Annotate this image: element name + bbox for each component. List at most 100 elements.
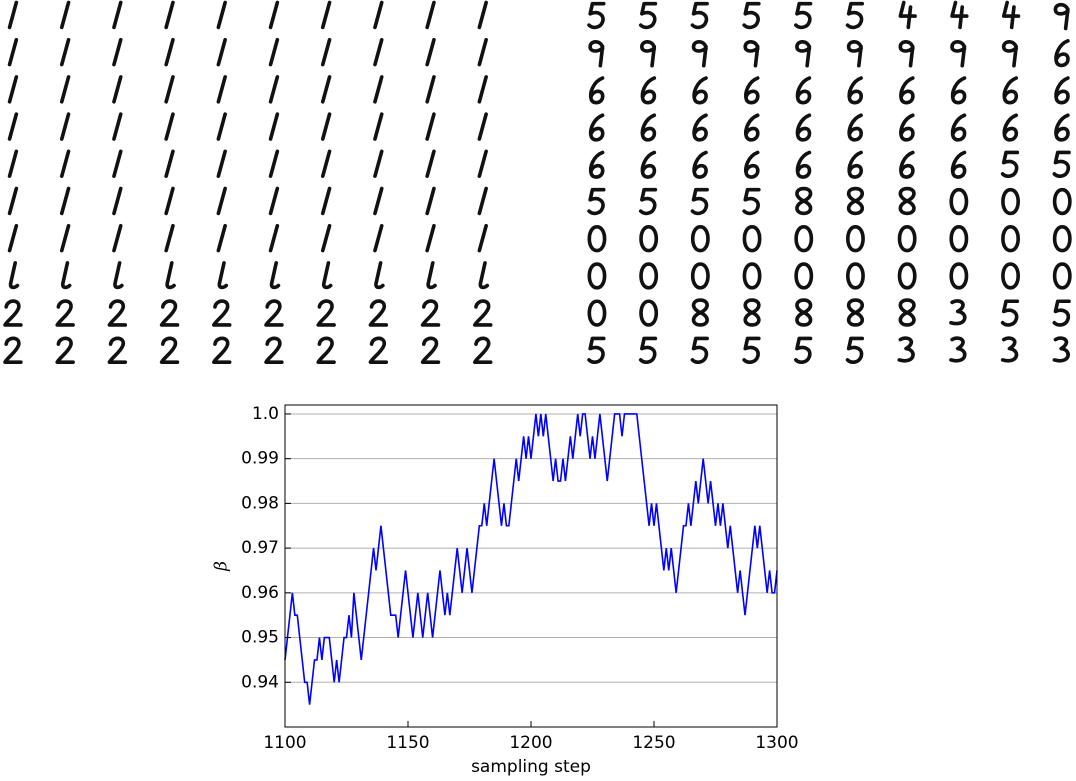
digit-image bbox=[746, 115, 758, 140]
digit-image bbox=[218, 3, 225, 28]
sample-grids bbox=[5, 3, 1070, 363]
digit-image bbox=[798, 78, 810, 103]
digit-image bbox=[11, 263, 18, 287]
digit-image bbox=[375, 151, 382, 176]
digit-image bbox=[951, 338, 965, 361]
digit-image bbox=[271, 226, 278, 251]
figure: sampling step β 0.940.950.960.970.980.99… bbox=[0, 0, 1076, 781]
digit-image bbox=[901, 78, 913, 103]
digit-image bbox=[479, 189, 486, 214]
digit-image bbox=[1003, 264, 1018, 288]
digit-image bbox=[849, 115, 861, 140]
digit-image bbox=[589, 301, 604, 325]
digit-image bbox=[1055, 5, 1067, 29]
digit-image bbox=[109, 338, 125, 362]
digit-image bbox=[796, 264, 811, 288]
digit-image bbox=[480, 263, 487, 287]
digit-image bbox=[693, 227, 708, 251]
x-tick-label: 1100 bbox=[263, 733, 306, 753]
digit-image bbox=[746, 78, 758, 103]
digit-image bbox=[692, 338, 707, 362]
x-tick-label: 1200 bbox=[509, 733, 552, 753]
digit-image bbox=[797, 189, 811, 214]
digit-image bbox=[114, 189, 121, 214]
digit-image bbox=[375, 40, 382, 65]
y-tick-label: 0.96 bbox=[241, 583, 279, 603]
digit-image bbox=[114, 151, 121, 176]
digit-image bbox=[641, 338, 656, 362]
digit-image bbox=[848, 227, 863, 251]
digit-image bbox=[109, 301, 125, 325]
digit-image bbox=[427, 77, 434, 102]
digit-image bbox=[323, 226, 330, 251]
digit-image bbox=[900, 3, 915, 28]
digit-image bbox=[10, 114, 17, 139]
digit-image bbox=[271, 189, 278, 214]
digit-image bbox=[375, 77, 382, 102]
digit-image bbox=[1004, 78, 1016, 103]
digit-image bbox=[62, 151, 69, 176]
digit-image bbox=[642, 42, 654, 66]
digit-image bbox=[1003, 152, 1018, 176]
digit-image bbox=[218, 77, 225, 102]
digit-image bbox=[218, 40, 225, 65]
digit-image bbox=[375, 189, 382, 214]
digit-image bbox=[323, 114, 330, 139]
digit-image bbox=[1054, 301, 1069, 325]
digit-image bbox=[271, 40, 278, 65]
digit-image bbox=[849, 189, 863, 214]
digit-image bbox=[1056, 41, 1068, 66]
x-axis-label: sampling step bbox=[471, 757, 591, 777]
digit-image bbox=[848, 338, 863, 362]
digit-image bbox=[423, 301, 439, 325]
page: sampling step β 0.940.950.960.970.980.99… bbox=[0, 0, 1076, 781]
digit-image bbox=[1003, 227, 1018, 251]
digit-image bbox=[900, 264, 915, 288]
digit-image bbox=[642, 115, 654, 140]
y-tick-label: 0.98 bbox=[241, 493, 279, 513]
digit-image bbox=[798, 152, 810, 177]
digit-image bbox=[323, 189, 330, 214]
x-tick-label: 1300 bbox=[755, 733, 798, 753]
y-tick-label: 1.0 bbox=[252, 404, 279, 424]
digit-image bbox=[62, 114, 69, 139]
digit-image bbox=[1054, 338, 1068, 361]
digit-image bbox=[849, 42, 861, 66]
digit-image bbox=[901, 152, 913, 177]
digit-image bbox=[62, 226, 69, 251]
digit-image bbox=[590, 42, 602, 66]
digit-image bbox=[589, 338, 604, 362]
digit-image bbox=[166, 40, 173, 65]
digit-image bbox=[166, 226, 173, 251]
digit-image bbox=[428, 263, 435, 287]
digit-image bbox=[475, 301, 491, 325]
digit-image bbox=[589, 227, 604, 251]
digit-image bbox=[266, 338, 282, 362]
digit-image bbox=[479, 77, 486, 102]
digit-image bbox=[849, 152, 861, 177]
digit-image bbox=[10, 226, 17, 251]
digit-image bbox=[1056, 115, 1068, 140]
digit-image bbox=[951, 264, 966, 288]
digit-image bbox=[952, 3, 967, 28]
digit-image bbox=[798, 115, 810, 140]
digit-image bbox=[953, 115, 965, 140]
digit-image bbox=[166, 3, 173, 28]
digit-image bbox=[57, 301, 73, 325]
digit-image bbox=[475, 338, 491, 362]
digit-image bbox=[746, 152, 758, 177]
digit-image bbox=[745, 42, 757, 66]
digit-image bbox=[272, 263, 279, 287]
digit-image bbox=[589, 264, 604, 288]
digit-image bbox=[427, 3, 434, 28]
digit-image bbox=[692, 4, 707, 28]
digit-image bbox=[214, 338, 230, 362]
digit-image bbox=[744, 190, 759, 214]
digit-image bbox=[641, 190, 656, 214]
digit-image bbox=[318, 301, 334, 325]
digit-image bbox=[427, 114, 434, 139]
digit-image bbox=[219, 263, 226, 287]
digit-image bbox=[1054, 152, 1069, 176]
digit-image bbox=[641, 301, 656, 325]
digit-image bbox=[423, 338, 439, 362]
